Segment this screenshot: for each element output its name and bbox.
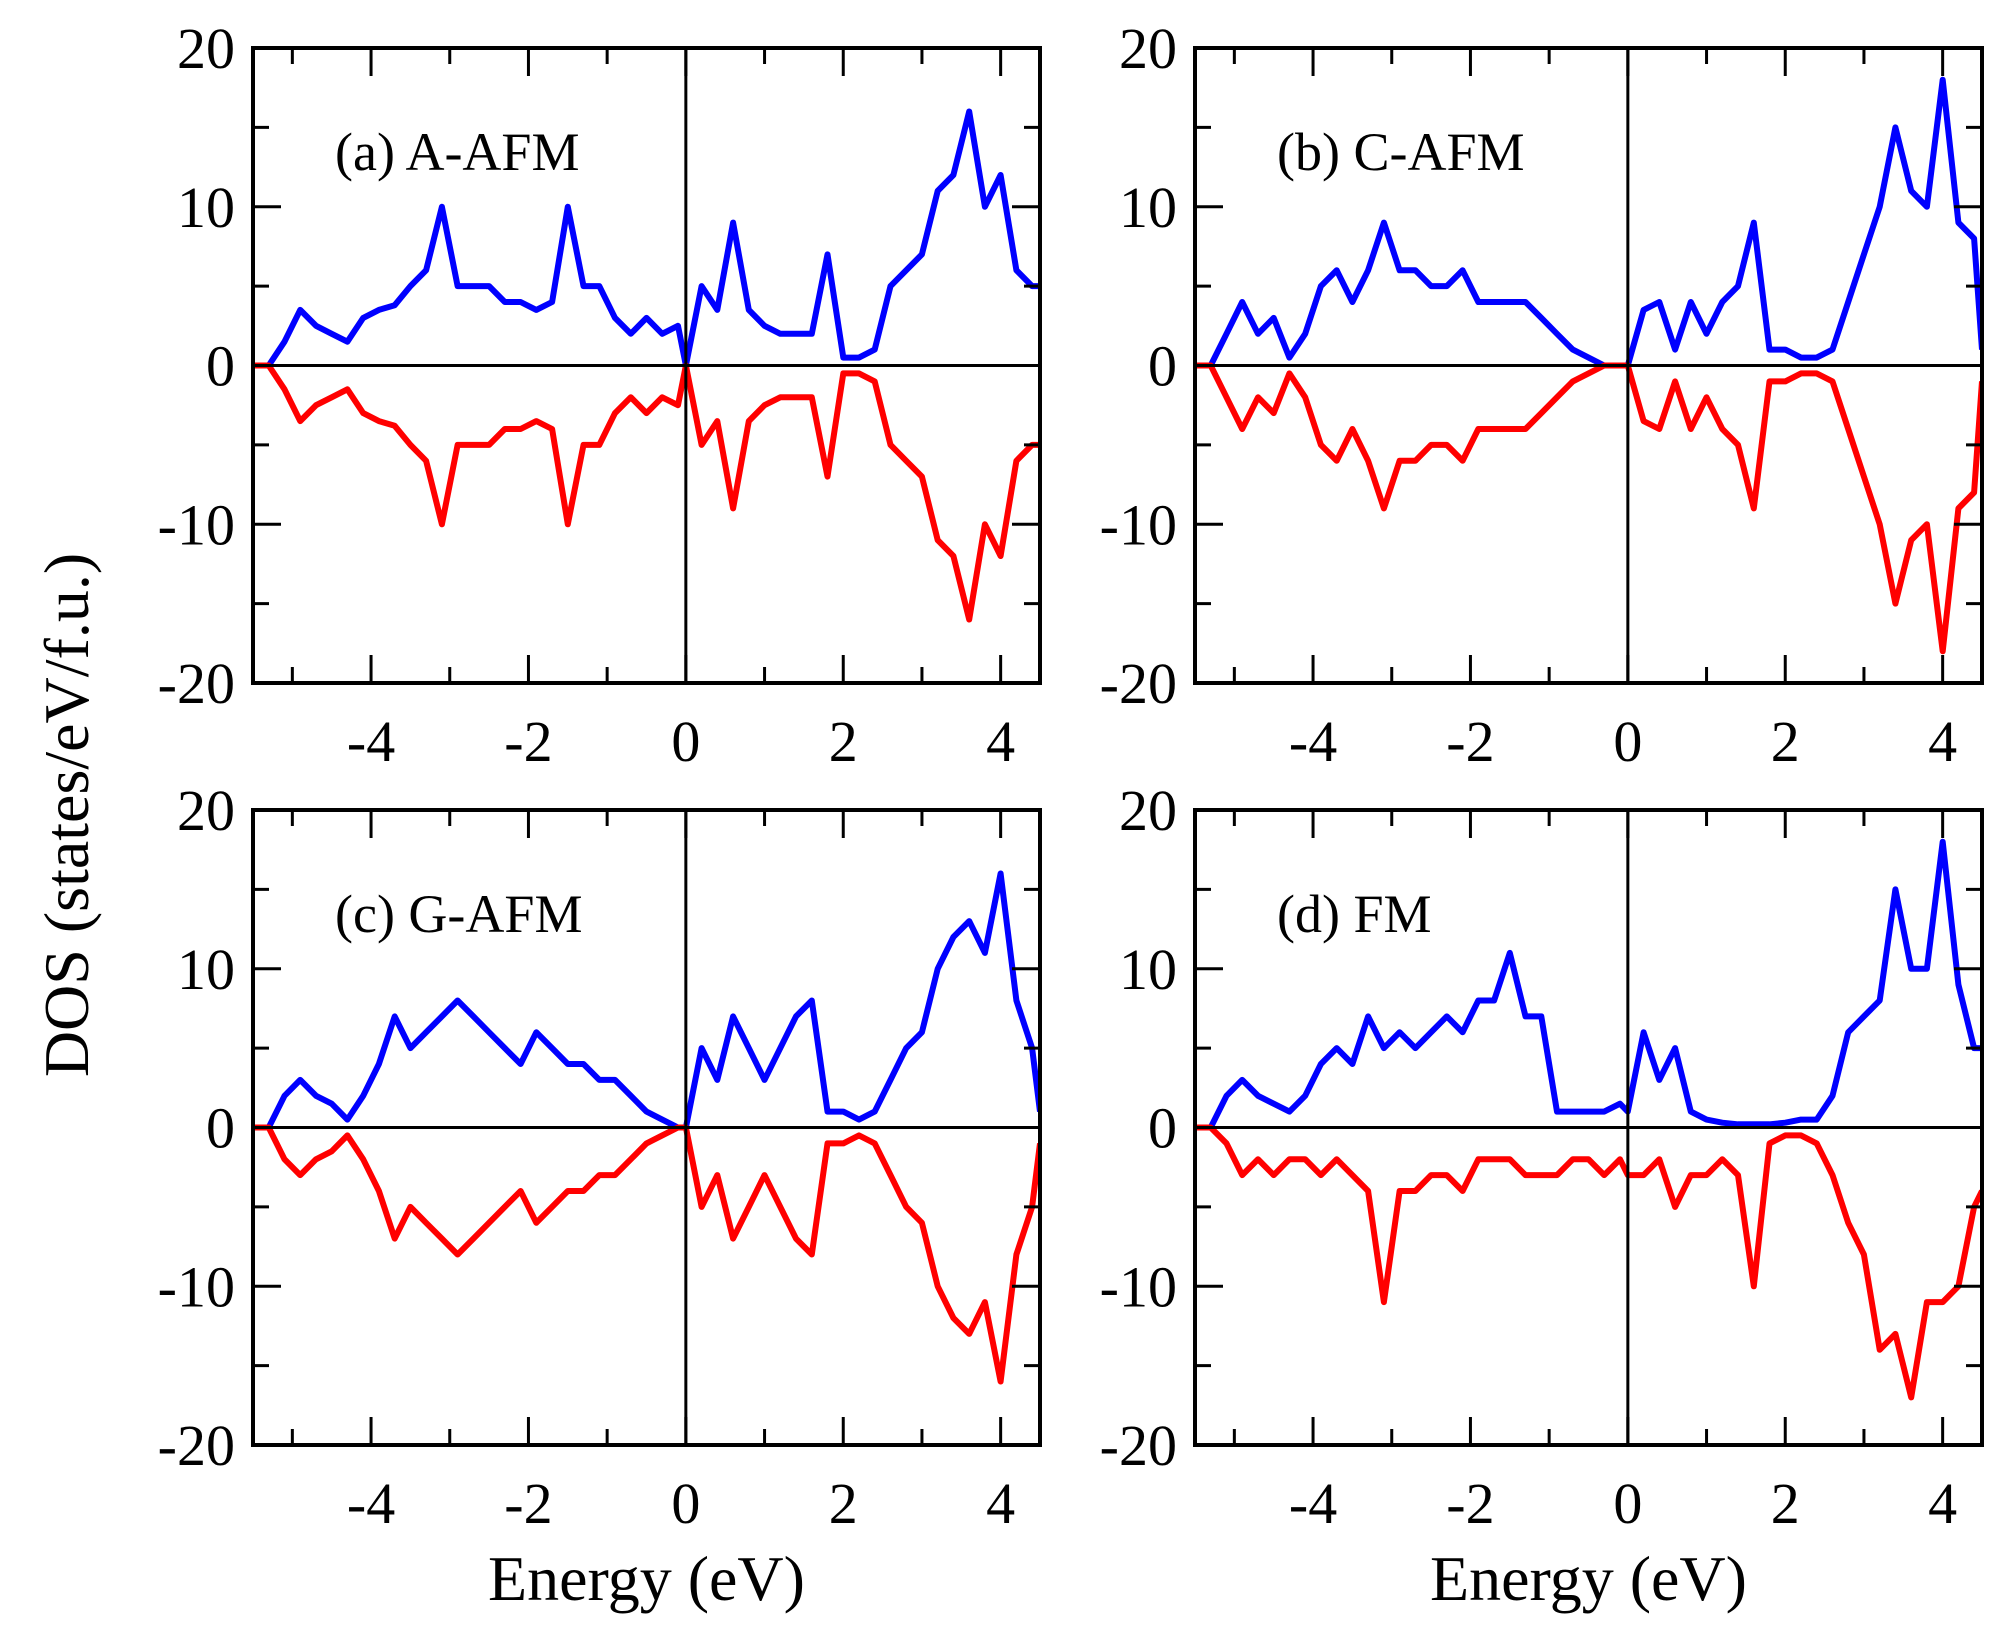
panel-label: (c) G-AFM [335,884,582,944]
x-tick-label: -4 [347,709,395,774]
spin-down-line [1195,1124,1982,1401]
spin-down-line [1195,362,1982,655]
x-axis-title: Energy (eV) [1430,1543,1747,1614]
y-tick-label: 20 [177,778,235,843]
x-tick-label: -4 [1289,709,1337,774]
x-tick-label: -4 [1289,1471,1337,1536]
panel-label: (a) A-AFM [335,122,579,182]
x-tick-label: 2 [829,709,858,774]
x-tick-label: 4 [986,709,1015,774]
spin-down-line [253,362,1040,623]
y-tick-label: 10 [177,937,235,1002]
spin-up-line [1195,76,1982,369]
y-tick-label: -10 [1100,492,1177,557]
spin-up-line [1195,838,1982,1131]
y-tick-label: 0 [206,1096,235,1161]
x-tick-label: 2 [829,1471,858,1536]
y-axis-title: DOS (states/eV/f.u.) [31,553,102,1077]
y-tick-label: 10 [1119,175,1177,240]
y-tick-label: -10 [158,492,235,557]
y-tick-label: 10 [1119,937,1177,1002]
x-tick-label: -2 [504,1471,552,1536]
x-tick-label: -2 [504,709,552,774]
x-tick-label: -2 [1446,1471,1494,1536]
x-tick-label: 4 [986,1471,1015,1536]
x-tick-label: 2 [1771,1471,1800,1536]
x-tick-label: 0 [1613,709,1642,774]
x-tick-label: 0 [671,709,700,774]
y-tick-label: 0 [1148,334,1177,399]
spin-up-line [253,108,1040,369]
x-tick-label: -2 [1446,709,1494,774]
x-tick-label: -4 [347,1471,395,1536]
y-tick-label: 20 [177,16,235,81]
x-tick-label: 0 [671,1471,700,1536]
x-tick-label: 4 [1928,1471,1957,1536]
panel-label: (d) FM [1277,884,1432,944]
y-tick-label: 20 [1119,778,1177,843]
y-tick-label: -20 [158,1413,235,1478]
y-tick-label: 10 [177,175,235,240]
y-tick-label: -10 [1100,1254,1177,1319]
panel-label: (b) C-AFM [1277,122,1525,182]
y-tick-label: 20 [1119,16,1177,81]
y-tick-label: 0 [1148,1096,1177,1161]
x-tick-label: 2 [1771,709,1800,774]
y-tick-label: -20 [158,651,235,716]
y-tick-label: -20 [1100,651,1177,716]
spin-down-line [253,1124,1040,1385]
x-tick-label: 0 [1613,1471,1642,1536]
x-axis-title: Energy (eV) [488,1543,805,1614]
spin-up-line [253,870,1040,1131]
y-tick-label: -10 [158,1254,235,1319]
y-tick-label: 0 [206,334,235,399]
x-tick-label: 4 [1928,709,1957,774]
y-tick-label: -20 [1100,1413,1177,1478]
